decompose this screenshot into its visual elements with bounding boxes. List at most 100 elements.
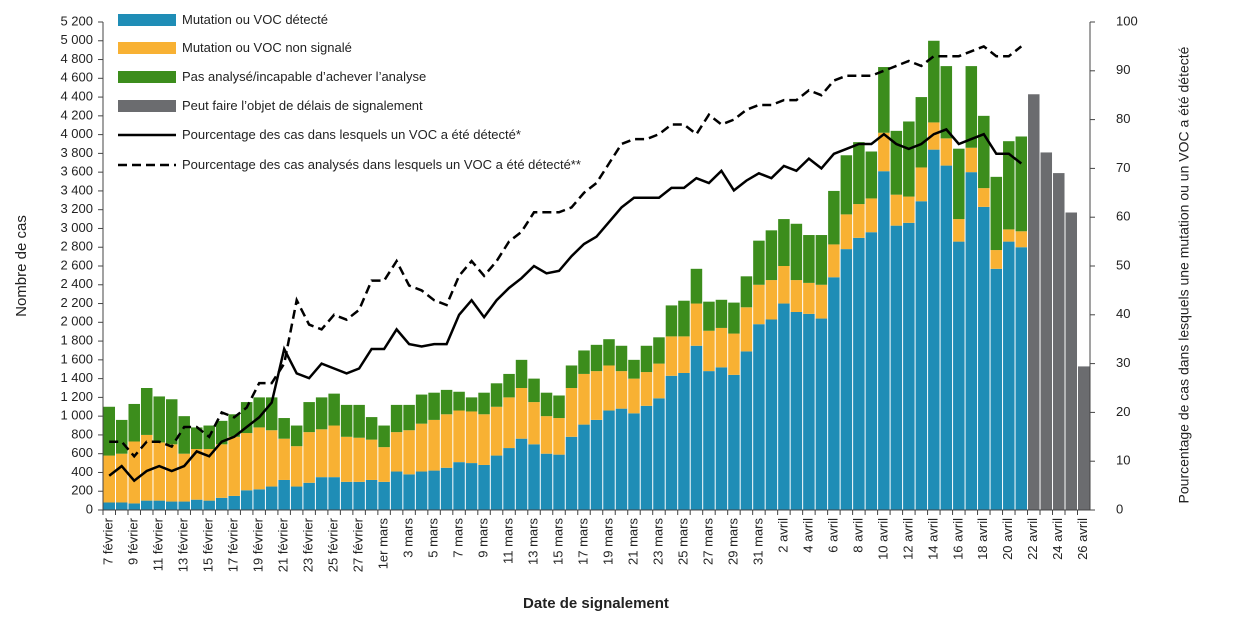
y-tick-label: 1 600 (60, 351, 93, 366)
bar-segment (1015, 247, 1028, 510)
x-tick-label: 13 mars (525, 518, 540, 565)
bar-segment (103, 455, 115, 503)
y2-tick-label: 80 (1116, 111, 1130, 126)
x-tick-label: 7 février (101, 517, 116, 565)
bar-segment (865, 151, 878, 199)
bar-segment (540, 416, 553, 454)
bar-segment (865, 198, 878, 233)
x-tick-label: 9 mars (475, 518, 490, 558)
y2-tick-label: 30 (1116, 355, 1130, 370)
bar-segment (990, 268, 1003, 510)
bar-segment (928, 149, 940, 510)
bar-segment (428, 419, 440, 471)
bar-segment (215, 497, 228, 510)
bar-segment (215, 444, 228, 498)
bar-segment (440, 467, 453, 510)
bar-segment (465, 397, 478, 412)
x-tick-label: 25 février (326, 517, 341, 572)
bar-segment (690, 268, 703, 304)
y-tick-label: 4 800 (60, 51, 93, 66)
bar-segment (453, 410, 465, 463)
bar-segment (878, 171, 890, 510)
y-tick-label: 2 200 (60, 295, 93, 310)
bar-segment (515, 438, 528, 510)
bar-segment (240, 490, 253, 510)
bar-segment (215, 420, 228, 445)
bar-segment (828, 244, 840, 278)
bar-segment (378, 425, 390, 448)
bar-segment (840, 155, 853, 215)
bar-segment (778, 266, 790, 304)
x-tick-label: 31 mars (750, 518, 765, 565)
bar-segment (1040, 152, 1053, 510)
bar-segment (578, 373, 590, 425)
y-tick-label: 4 400 (60, 89, 93, 104)
x-tick-label: 27 mars (700, 518, 715, 565)
bar-segment (540, 453, 553, 510)
bar-segment (128, 441, 140, 504)
bar-segment (928, 122, 940, 150)
bar-segment (203, 449, 215, 501)
bar-segment (978, 115, 990, 189)
x-tick-label: 1er mars (376, 518, 391, 570)
x-tick-label: 20 avril (1000, 518, 1015, 560)
bar-segment (253, 397, 265, 428)
bar-segment (915, 97, 928, 168)
bar-segment (415, 423, 428, 472)
bar-segment (578, 424, 590, 510)
x-tick-label: 27 février (351, 517, 366, 572)
bar-segment (153, 500, 165, 510)
bar-segment (428, 392, 440, 420)
x-tick-label: 5 mars (426, 518, 441, 558)
y-tick-label: 5 000 (60, 32, 93, 47)
bar-segment (378, 481, 390, 510)
bar-segment (453, 391, 465, 411)
bar-segment (803, 235, 815, 283)
bar-segment (228, 495, 240, 510)
bar-segment (990, 176, 1003, 251)
bar-segment (440, 389, 453, 415)
bar-segment (640, 345, 653, 373)
x-tick-label: 26 avril (1075, 518, 1090, 560)
bar-segment (390, 432, 403, 472)
y2-axis-title: Pourcentage de cas dans lesquels une mut… (1176, 46, 1192, 503)
bar-segment (365, 479, 378, 510)
bar-segment (253, 489, 265, 510)
bar-segment (565, 436, 578, 510)
bar-segment (940, 165, 953, 511)
bar-segment (790, 280, 803, 312)
bar-segment (678, 300, 690, 337)
bar-segment (265, 486, 278, 510)
x-tick-label: 6 avril (825, 518, 840, 553)
bar-segment (615, 371, 628, 409)
y-tick-label: 1 800 (60, 333, 93, 348)
bar-segment (1003, 241, 1015, 510)
x-tick-label: 14 avril (925, 518, 940, 560)
legend-swatch (118, 42, 176, 54)
bar-segment (378, 447, 390, 482)
bar-segment (128, 403, 140, 442)
bar-segment (528, 378, 540, 403)
bar-segment (140, 388, 153, 435)
bar-segment (903, 222, 915, 511)
bar-segment (353, 437, 365, 482)
x-tick-label: 4 avril (800, 518, 815, 553)
bar-segment (628, 378, 640, 414)
bar-segment (665, 336, 678, 376)
bar-segment (103, 502, 115, 510)
y-tick-label: 3 200 (60, 201, 93, 216)
bar-segment (853, 204, 865, 238)
bar-segment (1003, 229, 1015, 242)
y-tick-label: 2 800 (60, 239, 93, 254)
bar-segment (178, 501, 190, 510)
y-tick-label: 200 (71, 483, 93, 498)
bar-segment (590, 371, 603, 420)
bar-segment (790, 311, 803, 510)
bar-segment (453, 462, 465, 510)
bar-segment (740, 276, 753, 308)
bar-segment (515, 388, 528, 439)
bar-segment (265, 430, 278, 487)
y2-tick-label: 50 (1116, 257, 1130, 272)
bar-segment (278, 418, 290, 439)
bar-segment (878, 132, 890, 172)
